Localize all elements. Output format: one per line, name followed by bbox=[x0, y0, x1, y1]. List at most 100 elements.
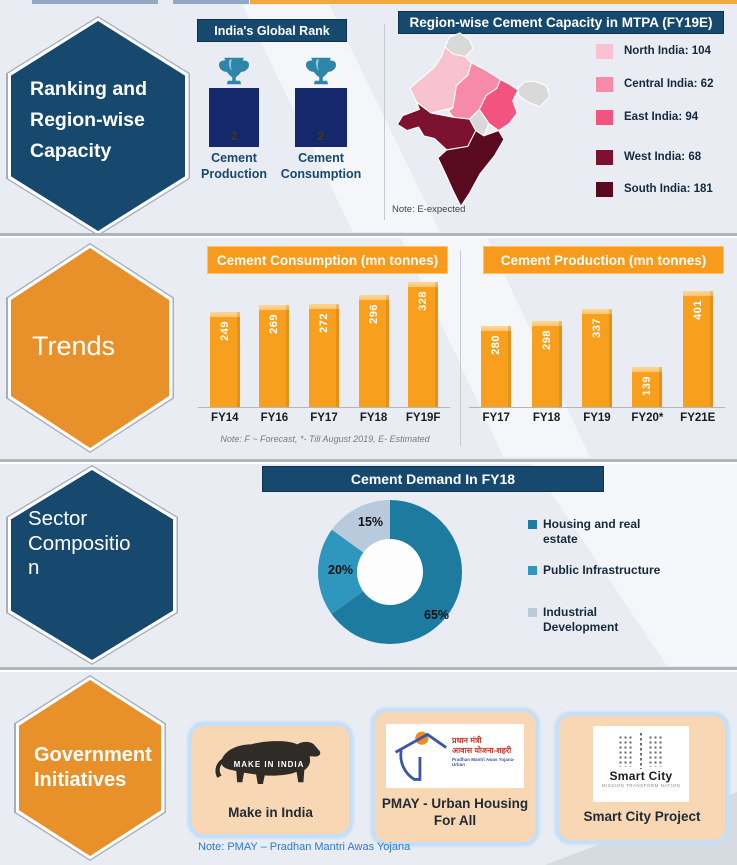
legend-label: Industrial Development bbox=[543, 605, 619, 634]
legend-swatch-south bbox=[596, 182, 613, 197]
hexagon-government: Government Initiatives bbox=[14, 675, 166, 861]
rank-value: 2 bbox=[230, 129, 238, 143]
rank-block-production: 2 bbox=[209, 88, 259, 147]
map-legend-item: Central India: 62 bbox=[596, 77, 713, 92]
map-region-west bbox=[396, 101, 477, 151]
bar-FY16: 269 bbox=[259, 305, 290, 407]
section-title-government: Government Initiatives bbox=[34, 744, 152, 791]
map-region-east bbox=[478, 78, 519, 132]
map-panel-title: Region-wise Cement Capacity in MTPA (FY1… bbox=[398, 11, 724, 34]
card-label: Make in India bbox=[228, 805, 313, 821]
pmay-logo-text: प्रधान मंत्री आवास योजना-शहरी Pradhan Ma… bbox=[452, 736, 524, 767]
donut-chart bbox=[318, 500, 462, 644]
bar-category-label: FY17 bbox=[310, 412, 338, 424]
map-legend-item: South India: 181 bbox=[596, 182, 713, 197]
bar-category-label: FY19F bbox=[405, 412, 441, 424]
bar-FY19: 337 bbox=[581, 309, 612, 407]
bar-value-label: 280 bbox=[490, 335, 503, 355]
legend-swatch-east bbox=[596, 110, 613, 125]
legend-swatch-infrastructure bbox=[528, 566, 537, 575]
bar-slot: 272 bbox=[299, 281, 349, 407]
bar-value-label: 298 bbox=[540, 330, 553, 350]
chart-title-production: Cement Production (mn tonnes) bbox=[483, 246, 724, 274]
chart-note: Note: F ~ Forecast, *- Till August 2019,… bbox=[220, 434, 430, 444]
map-legend-item: West India: 68 bbox=[596, 150, 701, 165]
pmay-caption: Pradhan Mantri Awas Yojana-Urban bbox=[452, 756, 515, 767]
dot-pattern bbox=[618, 735, 634, 767]
section-title-ranking: Ranking and Region-wise Capacity bbox=[30, 78, 148, 162]
bar-category-label: FY21E bbox=[680, 412, 716, 424]
rank-block-consumption: 2 bbox=[295, 88, 347, 147]
hexagon-sector: Sector Composition bbox=[6, 465, 178, 665]
bar-FY18: 296 bbox=[358, 295, 389, 407]
rank-label-consumption: Cement Consumption bbox=[280, 151, 362, 181]
x-axis bbox=[469, 407, 725, 408]
donut-value-industrial: 15% bbox=[358, 515, 384, 529]
legend-label: North India: 104 bbox=[624, 45, 711, 57]
panel-divider bbox=[384, 24, 385, 220]
pmay-hindi-line2: आवास योजना-शहरी bbox=[452, 746, 512, 756]
bar-category-label: FY18 bbox=[359, 412, 388, 424]
bar-FY20*: 139 bbox=[632, 367, 663, 407]
india-map bbox=[388, 32, 560, 213]
bar-FY17: 272 bbox=[308, 304, 339, 407]
bar-chart-consumption: 249 269 272 296 328 bbox=[200, 281, 448, 407]
bar-category-label: FY18 bbox=[532, 412, 561, 424]
bar-slot: 296 bbox=[349, 281, 399, 407]
map-legend-item: North India: 104 bbox=[596, 44, 711, 59]
map-region-northeast bbox=[517, 80, 551, 108]
map-legend-item: East India: 94 bbox=[596, 110, 698, 125]
legend-swatch-west bbox=[596, 150, 613, 165]
top-strip-segment bbox=[250, 0, 737, 4]
donut-chart-title: Cement Demand In FY18 bbox=[262, 466, 604, 492]
bar-slot: 298 bbox=[521, 281, 571, 407]
card-make-in-india: MAKE IN INDIA Make in India bbox=[188, 722, 353, 838]
legend-swatch-central bbox=[596, 77, 613, 92]
bar-value-label: 269 bbox=[268, 314, 281, 334]
bar-chart-production: 280 298 337 139 401 bbox=[471, 281, 723, 407]
legend-label: East India: 94 bbox=[624, 111, 699, 123]
make-in-india-logo-text: MAKE IN INDIA bbox=[233, 760, 305, 769]
trophy-icon bbox=[304, 56, 338, 91]
donut-legend-item: Housing and real estate bbox=[528, 517, 661, 547]
bar-FY17: 280 bbox=[481, 326, 512, 407]
smart-city-logo-text: Smart City bbox=[609, 769, 673, 783]
section-divider bbox=[0, 233, 737, 238]
bar-category-label: FY16 bbox=[260, 412, 289, 424]
bar-value-label: 328 bbox=[417, 291, 430, 311]
bar-value-label: 139 bbox=[641, 376, 654, 396]
legend-swatch-industrial bbox=[528, 608, 537, 617]
bar-slot: 337 bbox=[572, 281, 622, 407]
top-strip-segment bbox=[32, 0, 158, 4]
smart-city-caption: MISSION TRANSFORM NATION bbox=[601, 783, 681, 788]
bar-value-label: 296 bbox=[367, 304, 380, 324]
bar-value-label: 272 bbox=[317, 313, 330, 333]
section-title-sector: Sector Composition bbox=[28, 507, 131, 580]
bar-category-label: FY14 bbox=[211, 412, 239, 424]
pmay-logo: प्रधान मंत्री आवास योजना-शहरी Pradhan Ma… bbox=[386, 724, 524, 788]
bar-FY14: 249 bbox=[209, 312, 240, 407]
card-label: PMAY - Urban Housing For All bbox=[381, 795, 529, 829]
x-axis bbox=[198, 407, 450, 408]
donut-legend-item: Public Infrastructure bbox=[528, 563, 703, 578]
section-divider bbox=[0, 667, 737, 672]
bar-slot: 249 bbox=[200, 281, 250, 407]
legend-label: South India: 181 bbox=[624, 183, 713, 195]
chart-title-consumption: Cement Consumption (mn tonnes) bbox=[207, 246, 448, 274]
donut-value-housing: 65% bbox=[424, 608, 450, 622]
dot-line bbox=[640, 733, 642, 769]
make-in-india-logo: MAKE IN INDIA bbox=[206, 734, 332, 801]
x-axis-labels: FY14 FY16 FY17 FY18 FY19F bbox=[200, 412, 448, 424]
card-smart-city: Smart City MISSION TRANSFORM NATION Smar… bbox=[555, 712, 729, 844]
dot-pattern bbox=[648, 735, 664, 767]
bar-slot: 328 bbox=[398, 281, 448, 407]
bar-value-label: 337 bbox=[590, 318, 603, 338]
trophy-icon bbox=[217, 56, 251, 91]
rank-panel-title: India's Global Rank bbox=[197, 19, 347, 42]
smart-city-logo-art bbox=[593, 726, 689, 769]
legend-swatch-housing bbox=[528, 520, 537, 529]
map-region-south bbox=[437, 130, 505, 207]
card-pmay: प्रधान मंत्री आवास योजना-शहरी Pradhan Ma… bbox=[371, 708, 539, 846]
section-title-trends: Trends bbox=[32, 331, 116, 361]
